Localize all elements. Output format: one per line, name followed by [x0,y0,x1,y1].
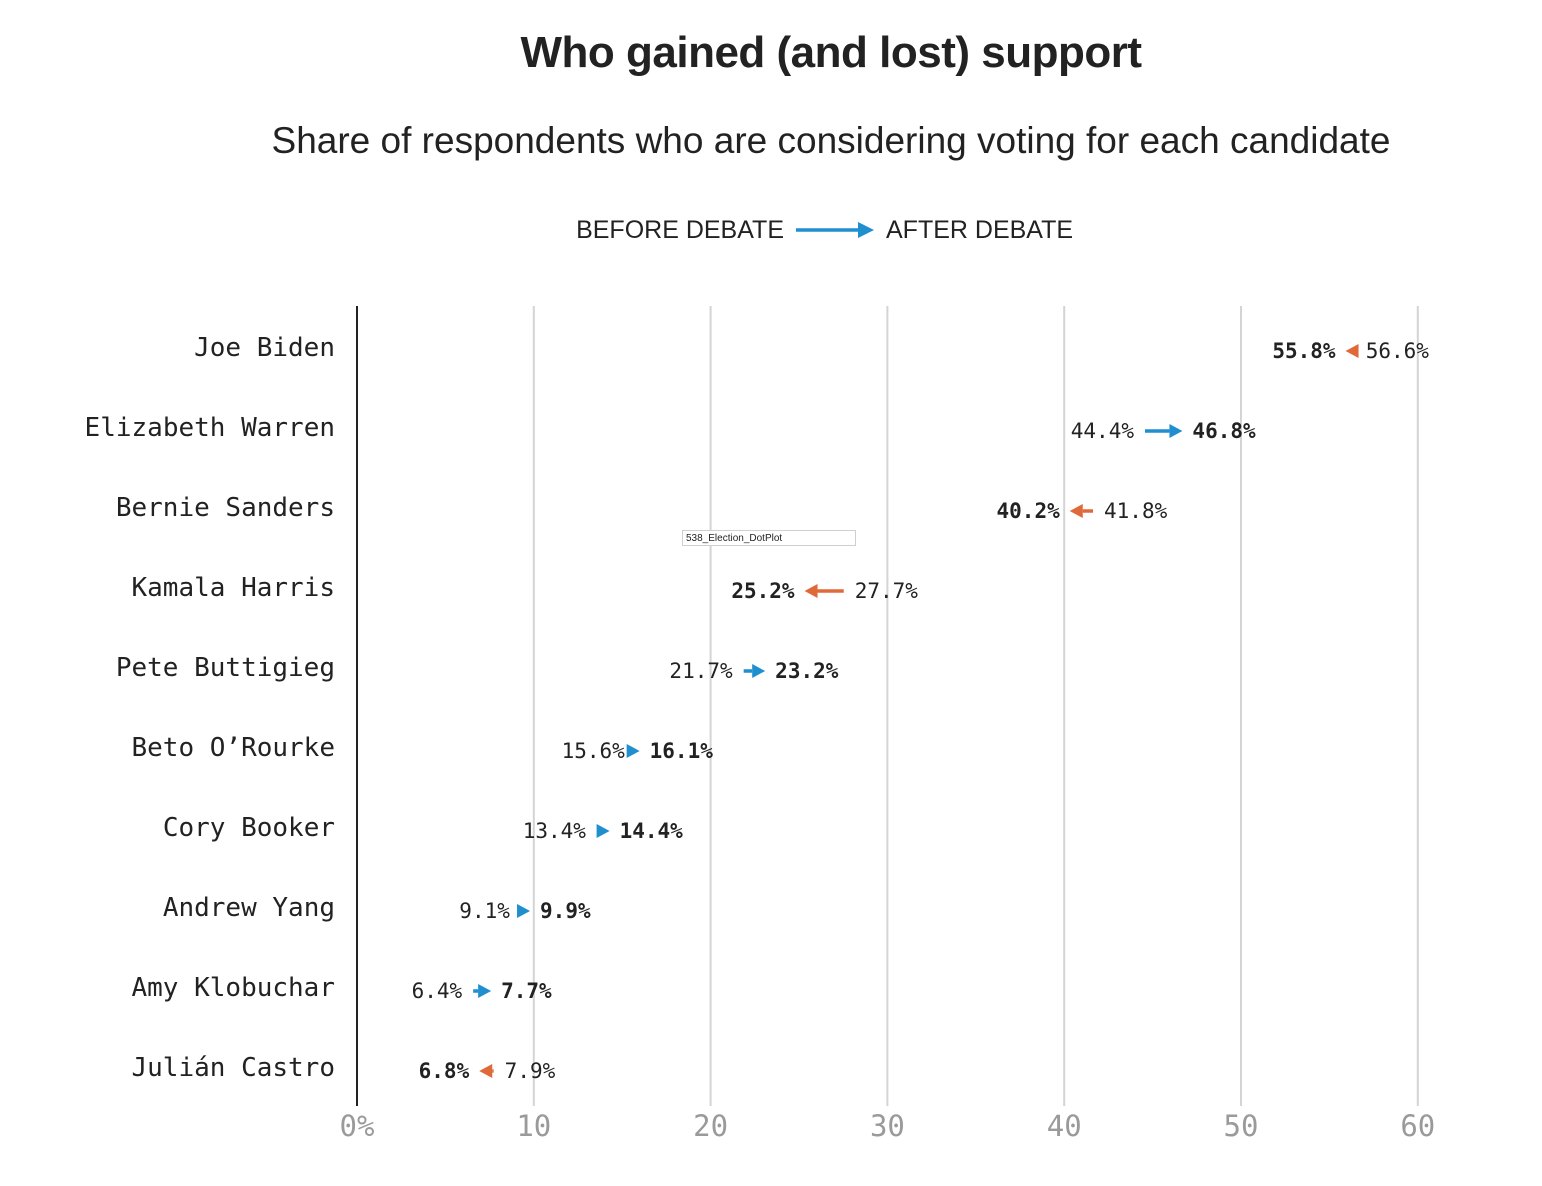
candidate-name: Pete Buttigieg [116,653,335,683]
x-tick-label: 30 [870,1109,905,1143]
x-tick-label: 40 [1047,1109,1082,1143]
x-tick-label: 20 [693,1109,728,1143]
loss-arrow-head [1345,344,1359,358]
before-value-label: 13.4% [523,819,587,843]
candidate-name: Joe Biden [194,333,335,363]
candidate-name: Kamala Harris [132,573,336,603]
candidate-name: Julián Castro [132,1053,336,1083]
after-value-label: 40.2% [997,499,1061,523]
chart-title: Who gained (and lost) support [520,28,1143,77]
after-value-label: 9.9% [540,899,591,923]
after-value-label: 23.2% [775,659,839,683]
before-value-label: 44.4% [1071,419,1135,443]
x-tick-label: 50 [1224,1109,1259,1143]
x-tick-label: 0% [340,1109,375,1143]
candidate-name: Bernie Sanders [116,493,335,523]
x-tick-label: 10 [516,1109,551,1143]
after-value-label: 7.7% [501,979,552,1003]
after-value-label: 14.4% [620,819,684,843]
after-value-label: 25.2% [731,579,795,603]
gain-arrow-head [517,904,531,918]
legend-before-label: BEFORE DEBATE [576,216,784,244]
candidate-name: Beto O’Rourke [132,733,336,763]
before-value-label: 6.4% [412,979,463,1003]
candidate-name: Elizabeth Warren [85,413,335,443]
gain-arrow-head [1169,424,1183,438]
before-value-label: 41.8% [1104,499,1168,523]
candidate-name: Amy Klobuchar [132,973,336,1003]
gain-arrow-head [596,824,610,838]
after-value-label: 55.8% [1272,339,1336,363]
gain-arrow-head [478,984,492,998]
x-tick-label: 60 [1400,1109,1435,1143]
legend-arrow-icon [796,222,874,238]
candidate-name: Cory Booker [163,813,335,843]
after-value-label: 46.8% [1192,419,1256,443]
loss-arrow-head [1069,504,1083,518]
after-value-label: 6.8% [419,1059,470,1083]
gain-arrow-head [626,744,640,758]
chart-subtitle: Share of respondents who are considering… [271,120,1391,161]
before-value-label: 7.9% [505,1059,556,1083]
overlay-label: 538_Election_DotPlot [682,530,856,546]
candidate-name: Andrew Yang [163,893,335,923]
gain-arrow-head [752,664,766,678]
loss-arrow-head [804,584,818,598]
before-value-label: 27.7% [855,579,919,603]
before-value-label: 56.6% [1366,339,1430,363]
legend: BEFORE DEBATE AFTER DEBATE [0,212,1542,248]
before-value-label: 9.1% [459,899,510,923]
loss-arrow-head [479,1064,493,1078]
after-value-label: 16.1% [650,739,714,763]
before-value-label: 21.7% [669,659,733,683]
before-value-label: 15.6% [562,739,626,763]
legend-after-label: AFTER DEBATE [886,216,1074,244]
